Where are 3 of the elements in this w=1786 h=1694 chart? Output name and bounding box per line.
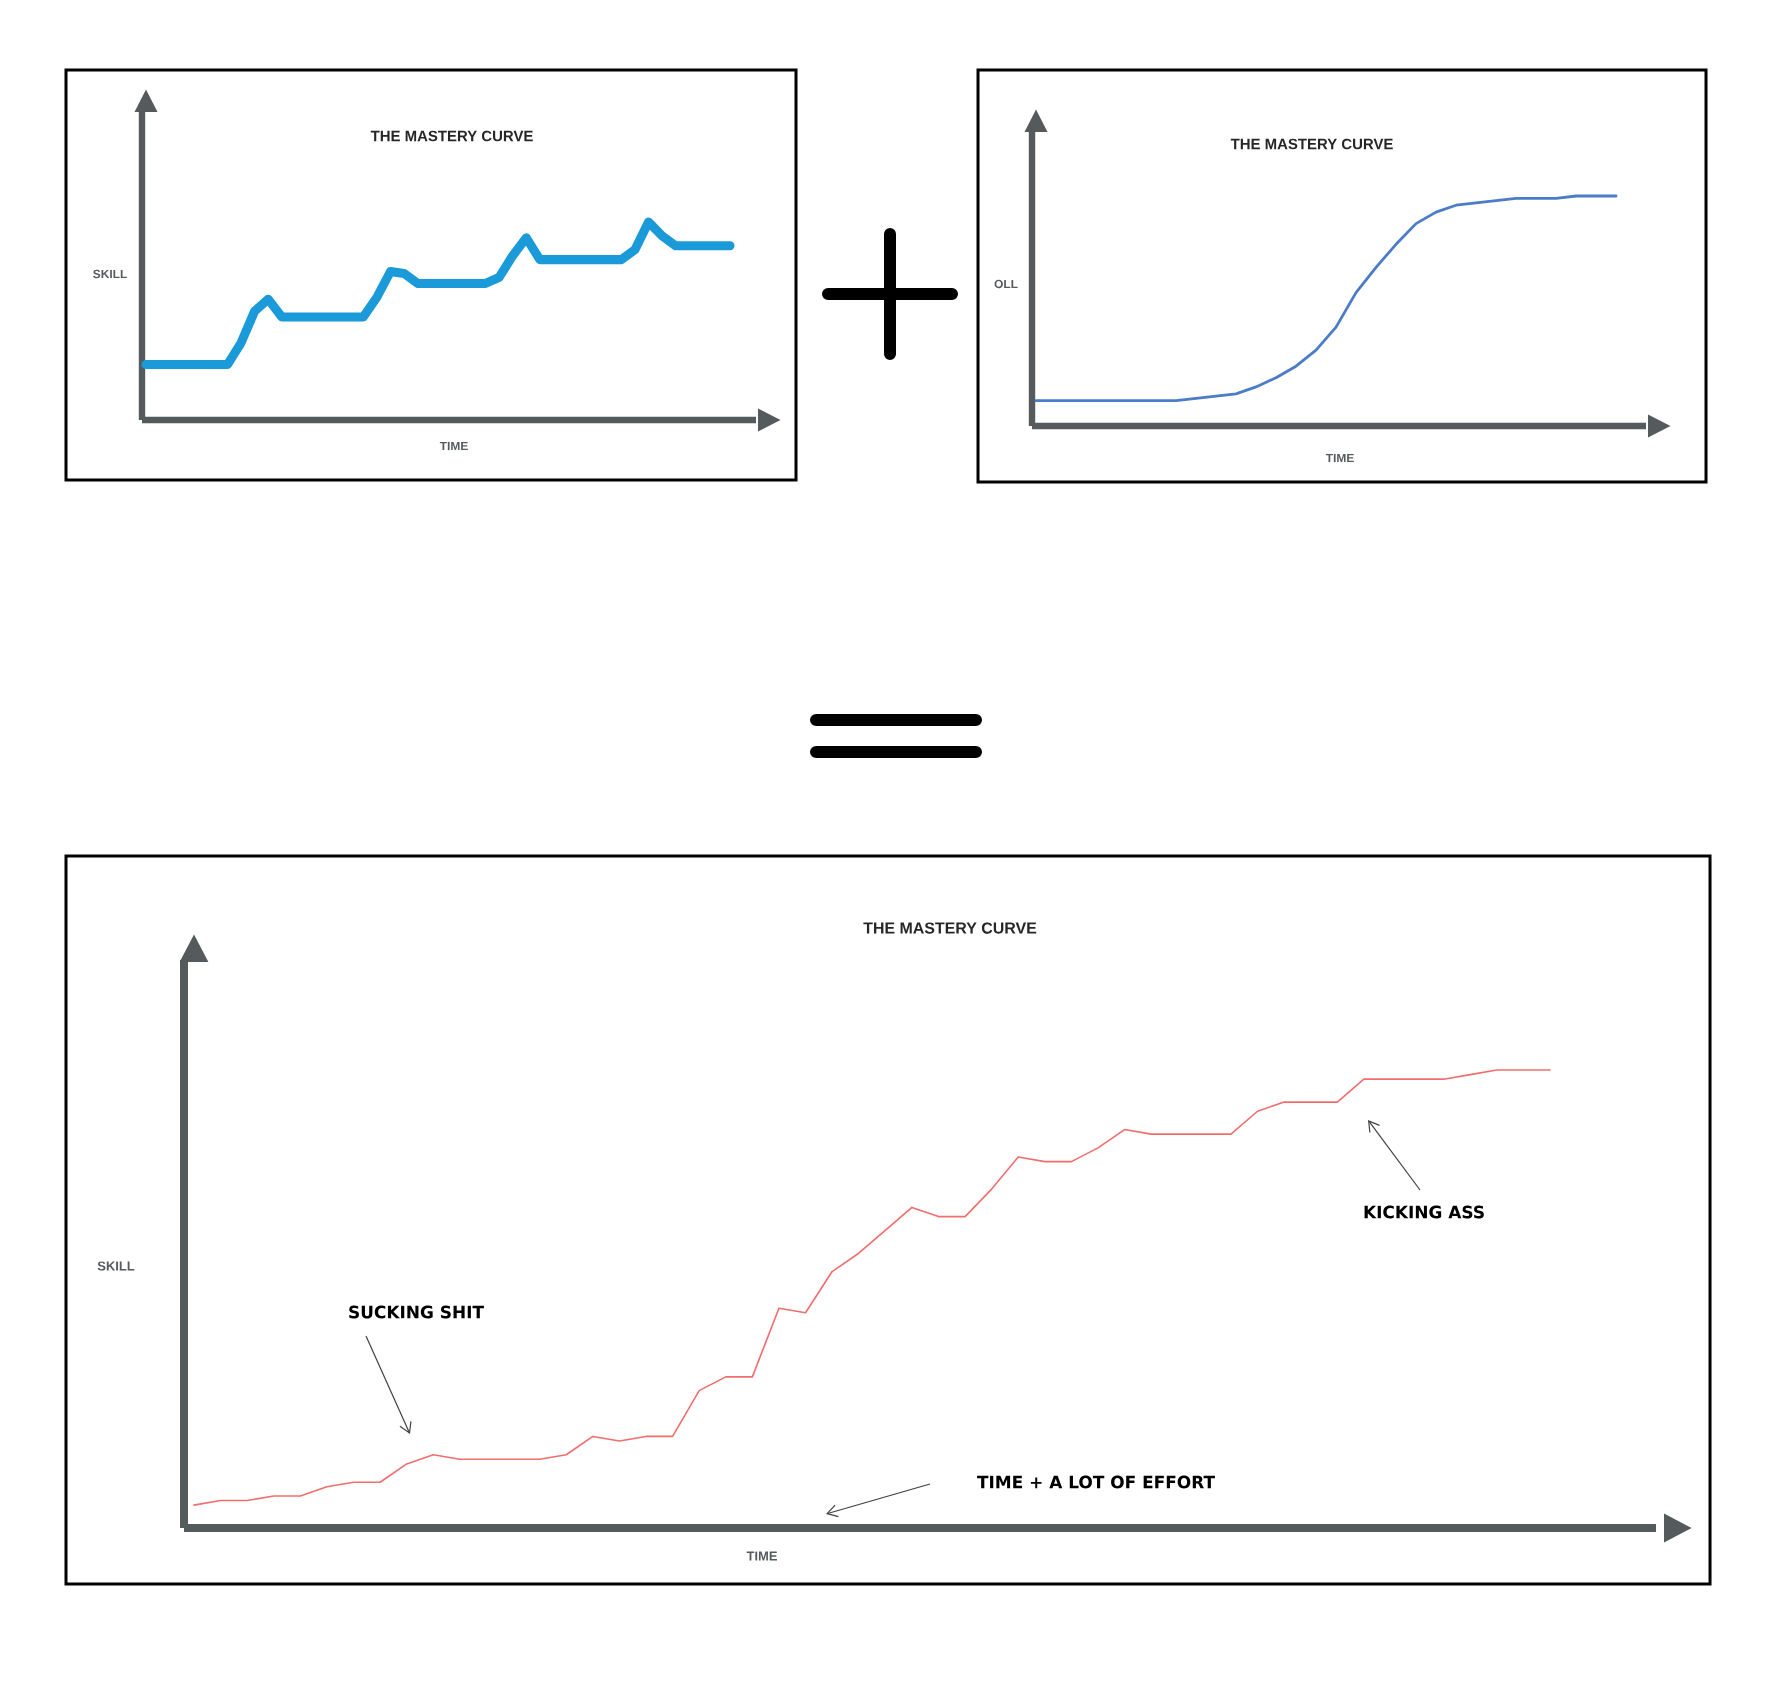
annotation: KICKING ASS	[1364, 1205, 1484, 1219]
annotation: TIME + A LOT OF EFFORT	[977, 1475, 1215, 1489]
annotation: SUCKING SHIT	[349, 1305, 484, 1319]
